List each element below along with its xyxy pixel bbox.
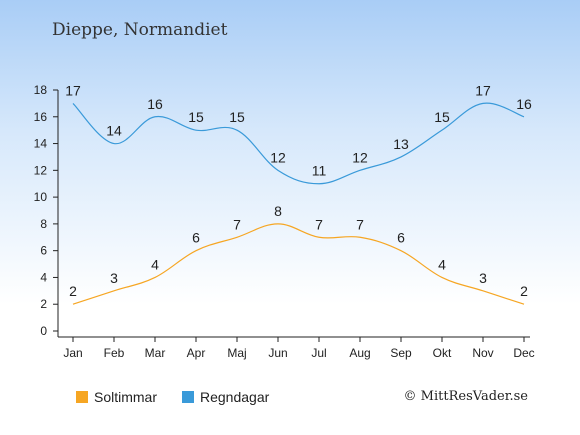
data-label-sun: 3	[479, 270, 487, 286]
x-tick-label: Nov	[472, 346, 493, 360]
data-label-rain: 17	[65, 82, 81, 98]
y-tick-label: 14	[34, 137, 48, 151]
y-tick-label: 16	[34, 110, 48, 124]
y-tick-label: 4	[40, 270, 47, 284]
data-label-rain: 12	[352, 149, 368, 165]
x-tick-label: Dec	[513, 346, 534, 360]
data-label-rain: 11	[312, 163, 327, 179]
data-label-rain: 14	[106, 123, 122, 139]
y-tick-label: 2	[40, 297, 47, 311]
data-label-sun: 3	[110, 270, 118, 286]
y-tick-label: 0	[40, 324, 47, 338]
series-line-rain	[72, 102, 525, 185]
data-label-rain: 15	[188, 109, 204, 125]
data-label-sun: 8	[274, 203, 282, 219]
chart-title: Dieppe, Normandiet	[52, 20, 228, 40]
x-tick-label: Jan	[63, 346, 82, 360]
x-tick-label: Apr	[187, 346, 206, 360]
legend-swatch-rain	[182, 391, 194, 403]
x-tick-label: Sep	[390, 346, 412, 360]
y-tick-label: 18	[34, 83, 48, 97]
data-label-sun: 6	[397, 230, 405, 246]
data-label-rain: 17	[475, 82, 491, 98]
data-label-sun: 7	[315, 216, 323, 232]
legend-label-rain: Regndagar	[200, 389, 270, 405]
data-label-sun: 2	[520, 283, 528, 299]
x-tick-label: Aug	[349, 346, 370, 360]
x-tick-label: Jun	[268, 346, 287, 360]
data-label-sun: 7	[233, 216, 241, 232]
x-tick-label: Jul	[311, 346, 326, 360]
data-label-sun: 4	[151, 256, 159, 272]
data-label-rain: 15	[229, 109, 245, 125]
x-tick-label: Feb	[104, 346, 125, 360]
x-tick-label: Mar	[145, 346, 166, 360]
data-label-rain: 16	[147, 96, 163, 112]
y-tick-label: 6	[40, 244, 47, 258]
legend-swatch-sun	[76, 391, 88, 403]
data-label-rain: 13	[393, 136, 409, 152]
legend-item-sun: Soltimmar	[76, 389, 157, 405]
data-label-rain: 16	[516, 96, 532, 112]
y-tick-label: 8	[40, 217, 47, 231]
y-tick-label: 12	[34, 163, 48, 177]
data-label-sun: 2	[69, 283, 77, 299]
copyright-text: © MittResVader.se	[403, 389, 528, 404]
x-tick-label: Maj	[227, 346, 246, 360]
legend-label-sun: Soltimmar	[94, 389, 158, 405]
data-label-sun: 6	[192, 230, 200, 246]
data-label-rain: 12	[270, 149, 286, 165]
data-label-sun: 4	[438, 256, 446, 272]
legend-item-rain: Regndagar	[182, 389, 269, 405]
y-tick-label: 10	[34, 190, 48, 204]
data-label-sun: 7	[356, 216, 364, 232]
x-tick-label: Okt	[433, 346, 452, 360]
data-label-rain: 15	[434, 109, 450, 125]
series-line-sun	[72, 223, 525, 305]
